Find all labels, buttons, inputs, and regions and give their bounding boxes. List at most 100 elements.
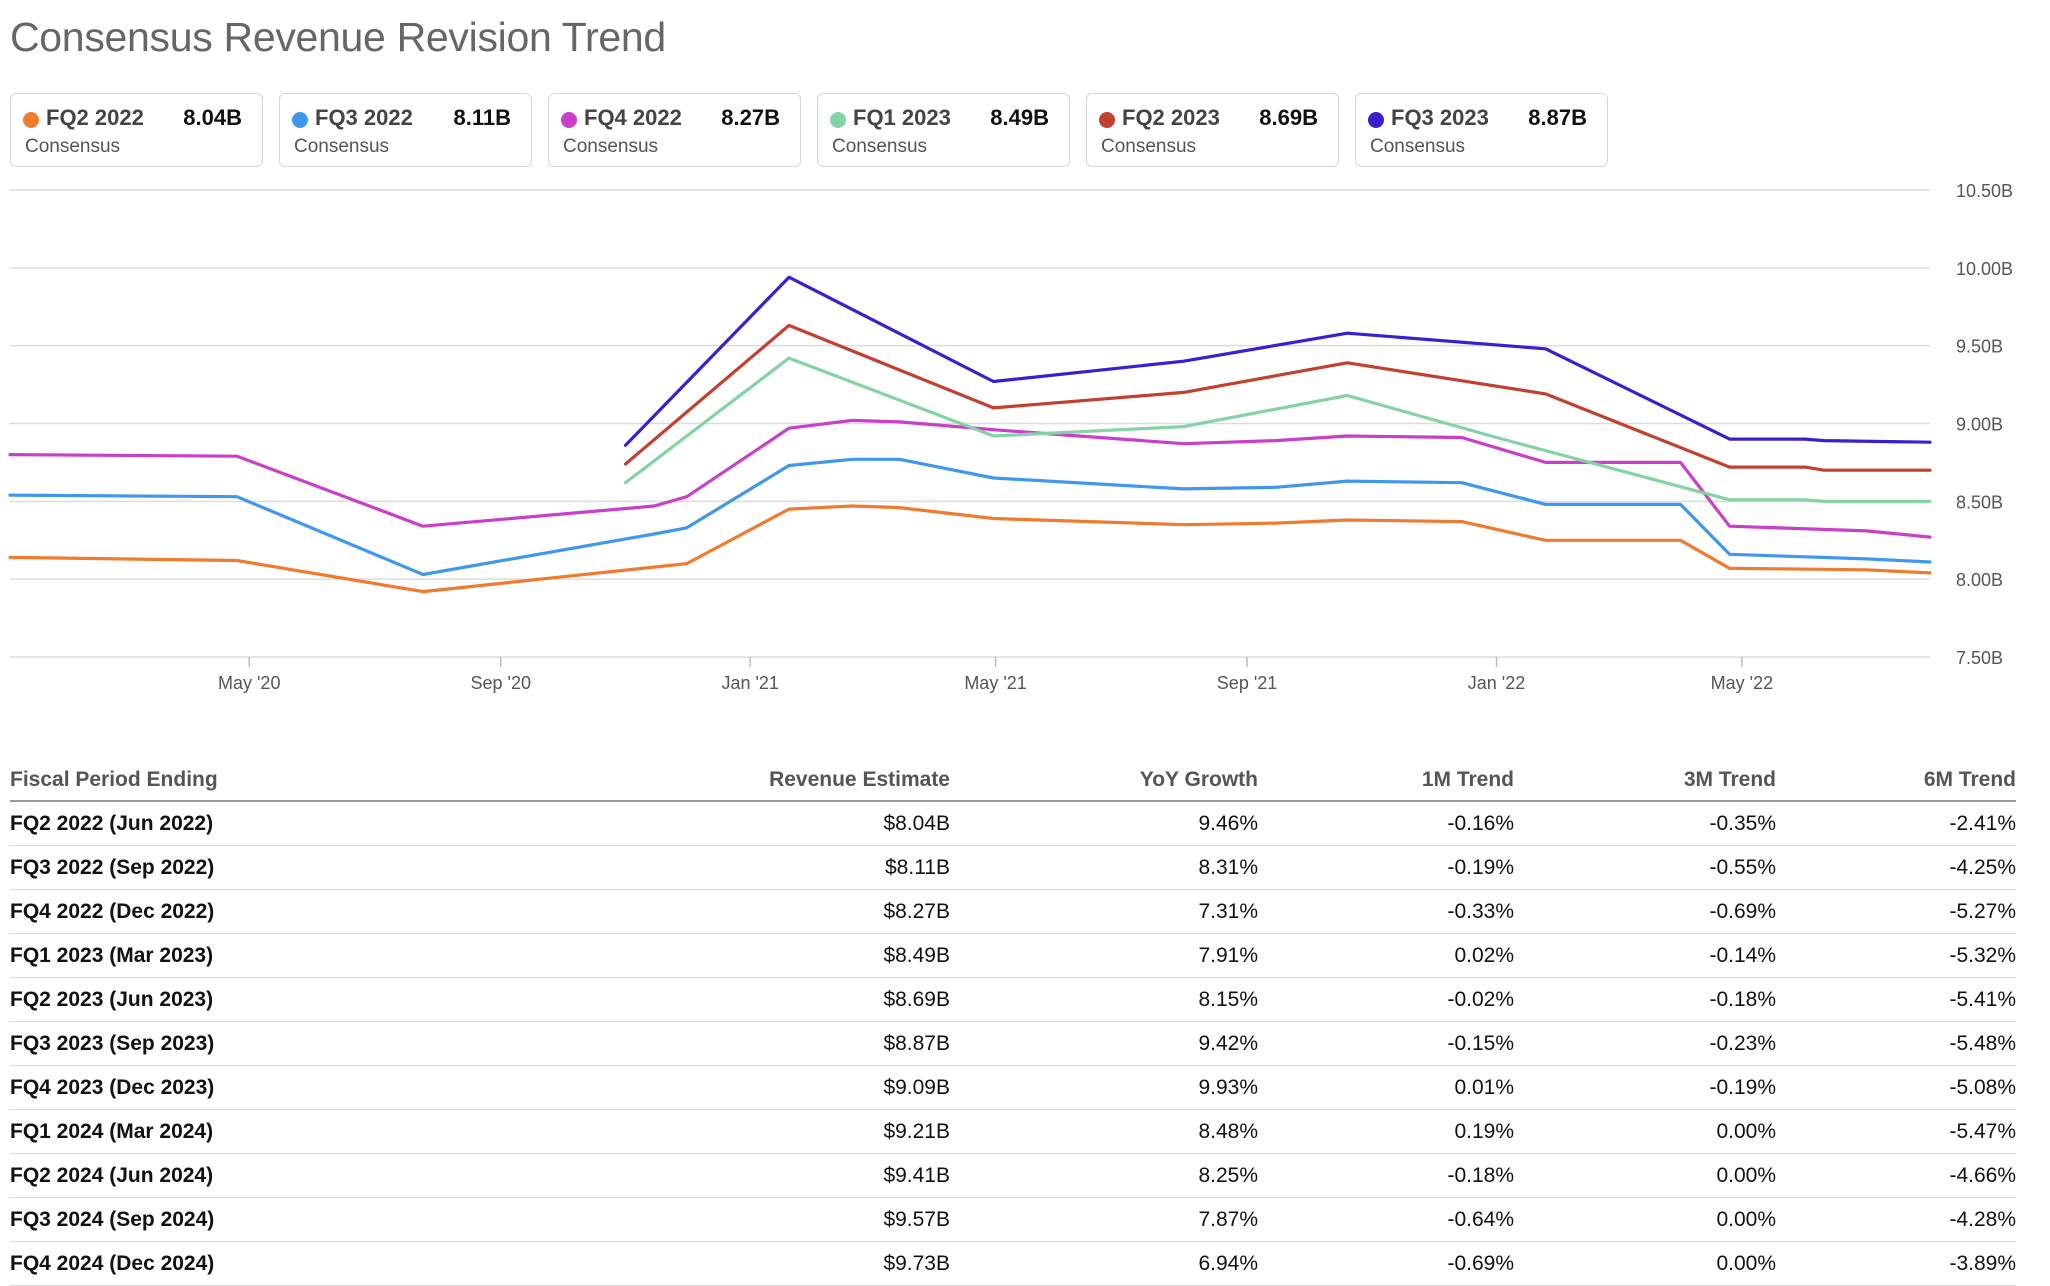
table-cell: 7.31% [950, 889, 1258, 934]
revision-trend-chart: 7.50B 8.00B 8.50B 9.00B 9.50B 10.00B 10.50B May… [8, 181, 2013, 693]
table-row: FQ4 2024 (Dec 2024) $9.73B 6.94% -0.69% 0.00… [10, 1241, 2016, 1286]
table-cell: 7.87% [950, 1197, 1258, 1242]
table-cell: -5.27% [1776, 889, 2016, 934]
table-cell: -0.15% [1258, 1021, 1514, 1066]
fiscal-period-cell: FQ2 2023 (Jun 2023) [10, 977, 250, 1022]
y-tick-label: 9.00B [1956, 415, 2003, 435]
table-cell: 0.01% [1258, 1065, 1514, 1110]
y-tick-label: 8.50B [1956, 492, 2003, 512]
table-cell: 6.94% [950, 1241, 1258, 1286]
table-cell: -2.41% [1776, 801, 2016, 846]
table-cell: $9.09B [250, 1065, 950, 1110]
column-header[interactable]: 3M Trend [1514, 760, 1776, 802]
table-cell: $8.11B [250, 845, 950, 890]
y-tick-label: 8.00B [1956, 570, 2003, 590]
series-line [8, 457, 1932, 577]
table-cell: -4.28% [1776, 1197, 2016, 1242]
table-cell: $8.04B [250, 801, 950, 846]
table-cell: $8.27B [250, 889, 950, 934]
legend-series-name: FQ3 2022 [315, 105, 413, 130]
legend-series-name: FQ1 2023 [853, 105, 951, 130]
table-cell: -5.41% [1776, 977, 2016, 1022]
legend-series-sublabel: Consensus [294, 136, 390, 157]
table-cell: 7.91% [950, 933, 1258, 978]
table-cell: -0.55% [1514, 845, 1776, 890]
column-header[interactable]: Fiscal Period Ending [10, 760, 250, 802]
fiscal-period-cell: FQ4 2023 (Dec 2023) [10, 1065, 250, 1110]
series-color-dot-icon [23, 112, 39, 128]
table-cell: 0.02% [1258, 933, 1514, 978]
legend-series-sublabel: Consensus [25, 136, 121, 157]
series-line [8, 504, 1932, 594]
legend-series-value: 8.04B [183, 105, 242, 130]
table-cell: -0.19% [1258, 845, 1514, 890]
table-cell: -4.25% [1776, 845, 2016, 890]
legend-card[interactable]: FQ3 2022 8.11B Consensus [279, 93, 532, 167]
table-cell: -0.02% [1258, 977, 1514, 1022]
legend-series-name: FQ2 2023 [1122, 105, 1220, 130]
x-tick-label: May '20 [218, 673, 280, 693]
table-row: FQ3 2023 (Sep 2023) $8.87B 9.42% -0.15% -0.2… [10, 1021, 2016, 1066]
table-cell: 0.00% [1514, 1197, 1776, 1242]
table-row: FQ2 2022 (Jun 2022) $8.04B 9.46% -0.16% -0.3… [10, 801, 2016, 846]
legend-series-sublabel: Consensus [1370, 136, 1466, 157]
table-cell: 0.19% [1258, 1109, 1514, 1154]
page-title: Consensus Revenue Revision Trend [10, 14, 666, 60]
y-tick-label: 10.50B [1956, 181, 2013, 201]
table-cell: 8.15% [950, 977, 1258, 1022]
legend-series-sublabel: Consensus [1101, 136, 1197, 157]
legend-card[interactable]: FQ3 2023 8.87B Consensus [1355, 93, 1608, 167]
table-cell: -4.66% [1776, 1153, 2016, 1198]
table-row: FQ4 2022 (Dec 2022) $8.27B 7.31% -0.33% -0.6… [10, 889, 2016, 934]
legend-series-value: 8.11B [453, 105, 512, 130]
column-header[interactable]: Revenue Estimate [250, 760, 950, 802]
table-cell: -5.47% [1776, 1109, 2016, 1154]
table-cell: -0.69% [1258, 1241, 1514, 1286]
series-line [623, 356, 1932, 503]
series-color-dot-icon [292, 112, 308, 128]
table-cell: 9.42% [950, 1021, 1258, 1066]
estimates-table: Fiscal Period Ending Revenue Estimate YoY … [10, 760, 2016, 1286]
legend-card[interactable]: FQ2 2022 8.04B Consensus [10, 93, 263, 167]
table-cell: 0.00% [1514, 1109, 1776, 1154]
table-cell: 0.00% [1514, 1153, 1776, 1198]
table-row: FQ1 2024 (Mar 2024) $9.21B 8.48% 0.19% 0.00%… [10, 1109, 2016, 1154]
x-tick-label: Jan '22 [1468, 673, 1525, 693]
table-cell: $8.87B [250, 1021, 950, 1066]
table-cell: -0.35% [1514, 801, 1776, 846]
fiscal-period-cell: FQ4 2024 (Dec 2024) [10, 1241, 250, 1286]
y-tick-label: 7.50B [1956, 648, 2003, 668]
legend-card[interactable]: FQ4 2022 8.27B Consensus [548, 93, 801, 167]
table-cell: -0.69% [1514, 889, 1776, 934]
table-cell: $8.49B [250, 933, 950, 978]
series-color-dot-icon [561, 112, 577, 128]
table-cell: -0.16% [1258, 801, 1514, 846]
table-header-row: Fiscal Period Ending Revenue Estimate YoY … [10, 760, 2016, 802]
series-color-dot-icon [1368, 112, 1384, 128]
fiscal-period-cell: FQ3 2024 (Sep 2024) [10, 1197, 250, 1242]
y-tick-label: 10.00B [1956, 259, 2013, 279]
x-tick-label: Jan '21 [721, 673, 778, 693]
table-cell: 8.31% [950, 845, 1258, 890]
column-header[interactable]: 1M Trend [1258, 760, 1514, 802]
table-cell: -0.64% [1258, 1197, 1514, 1242]
table-cell: $9.57B [250, 1197, 950, 1242]
table-row: FQ2 2023 (Jun 2023) $8.69B 8.15% -0.02% -0.1… [10, 977, 2016, 1022]
table-cell: -5.08% [1776, 1065, 2016, 1110]
table-cell: 0.00% [1514, 1241, 1776, 1286]
legend-card[interactable]: FQ1 2023 8.49B Consensus [817, 93, 1070, 167]
table-cell: $9.21B [250, 1109, 950, 1154]
legend-series-value: 8.69B [1259, 105, 1318, 130]
table-cell: -0.18% [1258, 1153, 1514, 1198]
table-cell: 9.46% [950, 801, 1258, 846]
legend-series-name: FQ2 2022 [46, 105, 144, 130]
column-header[interactable]: 6M Trend [1776, 760, 2016, 802]
table-row: FQ1 2023 (Mar 2023) $8.49B 7.91% 0.02% -0.14… [10, 933, 2016, 978]
column-header[interactable]: YoY Growth [950, 760, 1258, 802]
x-tick-label: Sep '21 [1217, 673, 1278, 693]
fiscal-period-cell: FQ4 2022 (Dec 2022) [10, 889, 250, 934]
legend-series-name: FQ3 2023 [1391, 105, 1489, 130]
series-line [623, 275, 1932, 447]
table-cell: -0.33% [1258, 889, 1514, 934]
legend-card[interactable]: FQ2 2023 8.69B Consensus [1086, 93, 1339, 167]
